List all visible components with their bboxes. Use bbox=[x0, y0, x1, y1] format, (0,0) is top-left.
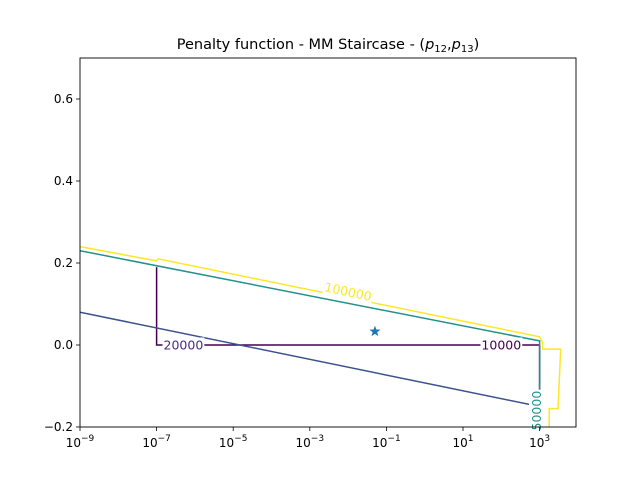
contour-label-20000: 20000 bbox=[164, 338, 204, 353]
contour-label-50000: 50000 bbox=[529, 391, 544, 431]
title-var2-sub: 13 bbox=[461, 44, 474, 55]
y-tick-label: −0.2 bbox=[44, 420, 73, 434]
x-tick-label: 10−5 bbox=[219, 434, 248, 450]
title-var2: p bbox=[451, 37, 461, 53]
x-tick-label: 10−1 bbox=[372, 434, 401, 450]
x-tick-label: 101 bbox=[453, 434, 474, 450]
title-separator: , bbox=[447, 37, 452, 53]
contour-label-gap bbox=[162, 337, 205, 353]
contour-label-gap bbox=[529, 389, 545, 432]
optimum-star-marker bbox=[369, 325, 381, 337]
plot-frame bbox=[79, 57, 577, 428]
title-suffix: ) bbox=[474, 37, 480, 53]
contour-label-10000: 10000 bbox=[481, 338, 521, 353]
y-tick-label: 0.4 bbox=[54, 174, 73, 188]
marker-layer bbox=[369, 325, 381, 337]
title-prefix: Penalty function - MM Staircase - ( bbox=[177, 37, 425, 53]
title-var1: p bbox=[424, 37, 434, 53]
contour-label-gap bbox=[322, 279, 375, 305]
contour-line-100000 bbox=[80, 245, 562, 427]
x-tick-label: 10−9 bbox=[66, 434, 95, 450]
x-tick-label: 10−7 bbox=[142, 434, 171, 450]
title-var1-sub: 12 bbox=[434, 44, 447, 55]
x-axis: 10−9 10−7 10−5 10−3 10−1 101 103 bbox=[66, 427, 550, 450]
x-tick-label: 103 bbox=[529, 434, 550, 450]
y-tick-label: 0.0 bbox=[54, 338, 73, 352]
x-tick-label: 10−3 bbox=[296, 434, 325, 450]
contour-label-gap bbox=[480, 337, 523, 353]
y-axis: −0.2 0.0 0.2 0.4 0.6 bbox=[44, 92, 80, 434]
y-tick-label: 0.6 bbox=[54, 92, 73, 106]
chart-title: Penalty function - MM Staircase - (p12,p… bbox=[177, 37, 480, 55]
y-tick-label: 0.2 bbox=[54, 256, 73, 270]
